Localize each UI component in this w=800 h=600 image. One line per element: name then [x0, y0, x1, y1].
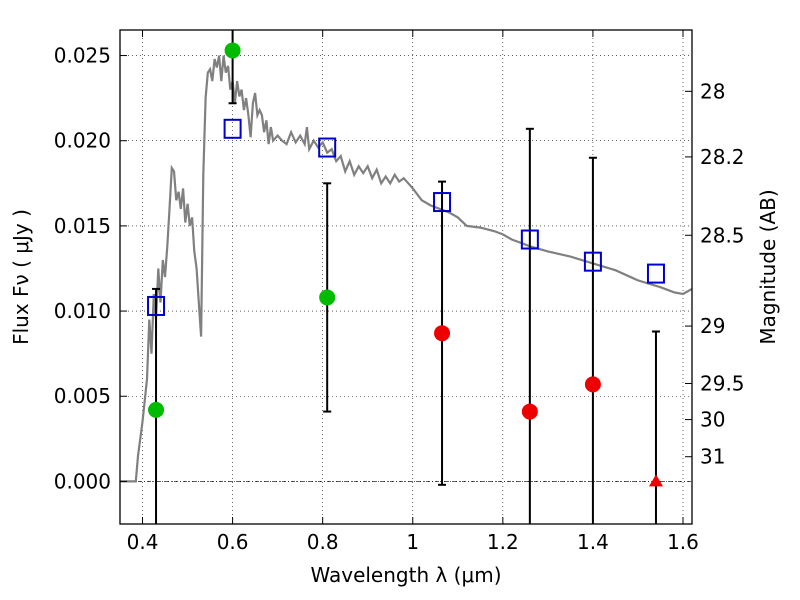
x-tick-label: 0.4 — [127, 530, 159, 554]
measured-flux-markers — [148, 42, 663, 487]
model-flux-square — [147, 295, 166, 316]
y-tick-label: 0.000 — [54, 469, 111, 493]
y-axis-label: Flux Fν ( μJy ) — [9, 209, 33, 345]
x-axis-label: Wavelength λ (μm) — [310, 563, 501, 587]
x-tick-label: 0.6 — [217, 530, 249, 554]
magnitude-tick-label: 30 — [700, 408, 725, 432]
model-flux-square — [520, 229, 539, 250]
x-tick-label: 1.4 — [577, 530, 609, 554]
flux-point — [319, 289, 336, 306]
y-tick-label: 0.015 — [54, 214, 111, 238]
y-tick-label: 0.010 — [54, 299, 111, 323]
flux-point — [434, 325, 451, 342]
model-flux-square — [433, 192, 452, 213]
grid-lines — [120, 30, 692, 524]
upper-limit-marker — [648, 474, 663, 487]
y-tick-label: 0.020 — [54, 129, 111, 153]
x-tick-label: 1 — [406, 530, 419, 554]
y-axis-ticks: 0.000 0.005 0.010 0.015 0.020 0.025 — [54, 44, 127, 493]
flux-point — [584, 376, 601, 393]
plot-frame — [119, 29, 693, 525]
x-tick-label: 0.8 — [307, 530, 339, 554]
x-tick-label: 1.6 — [667, 530, 699, 554]
flux-point — [148, 401, 165, 418]
magnitude-tick-label: 28 — [700, 79, 725, 103]
magnitude-tick-label: 29 — [700, 314, 725, 338]
magnitude-tick-label: 29.5 — [700, 371, 745, 395]
y-tick-label: 0.025 — [54, 44, 111, 68]
model-flux-squares — [147, 118, 665, 316]
model-flux-square — [223, 118, 242, 139]
sed-model-curve — [120, 55, 693, 483]
flux-point — [224, 42, 241, 59]
flux-point — [521, 403, 538, 420]
magnitude-tick-label: 28.5 — [700, 223, 745, 247]
magnitude-tick-label: 31 — [700, 445, 725, 469]
magnitude-axis-ticks: 28 28.2 28.5 29 29.5 30 31 — [685, 79, 745, 469]
x-axis-ticks: 0.4 0.6 0.8 1 1.2 1.4 1.6 — [127, 30, 699, 554]
magnitude-axis-label: Magnitude (AB) — [756, 189, 780, 344]
model-flux-square — [583, 251, 602, 272]
model-flux-square — [646, 263, 665, 284]
error-bars — [152, 30, 660, 524]
x-tick-label: 1.2 — [487, 530, 519, 554]
magnitude-tick-label: 28.2 — [700, 145, 745, 169]
model-flux-square — [318, 137, 337, 158]
y-tick-label: 0.005 — [54, 384, 111, 408]
